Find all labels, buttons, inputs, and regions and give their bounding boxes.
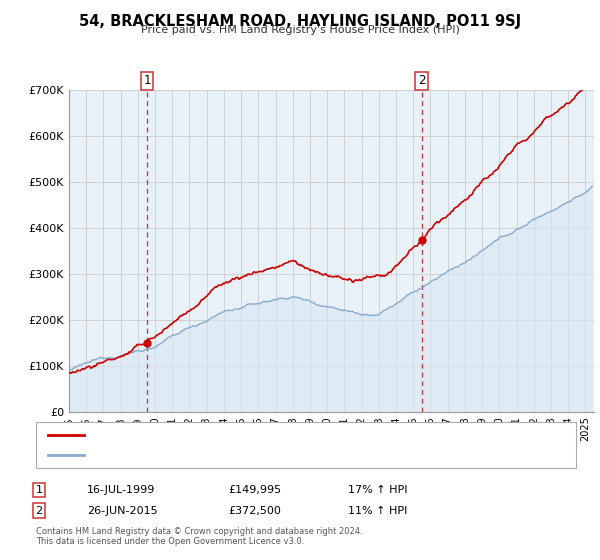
Text: £149,995: £149,995 (228, 485, 281, 495)
Text: Price paid vs. HM Land Registry's House Price Index (HPI): Price paid vs. HM Land Registry's House … (140, 25, 460, 35)
Text: 16-JUL-1999: 16-JUL-1999 (87, 485, 155, 495)
Text: Contains HM Land Registry data © Crown copyright and database right 2024.: Contains HM Land Registry data © Crown c… (36, 528, 362, 536)
Text: 54, BRACKLESHAM ROAD, HAYLING ISLAND, PO11 9SJ: 54, BRACKLESHAM ROAD, HAYLING ISLAND, PO… (79, 14, 521, 29)
Text: HPI: Average price, detached house, Havant: HPI: Average price, detached house, Hava… (93, 450, 323, 460)
Text: 54, BRACKLESHAM ROAD, HAYLING ISLAND, PO11 9SJ (detached house): 54, BRACKLESHAM ROAD, HAYLING ISLAND, PO… (93, 430, 466, 440)
Text: 26-JUN-2015: 26-JUN-2015 (87, 506, 158, 516)
Text: 1: 1 (143, 74, 151, 87)
Text: 2: 2 (418, 74, 425, 87)
Text: 11% ↑ HPI: 11% ↑ HPI (348, 506, 407, 516)
Text: 17% ↑ HPI: 17% ↑ HPI (348, 485, 407, 495)
Text: This data is licensed under the Open Government Licence v3.0.: This data is licensed under the Open Gov… (36, 537, 304, 546)
Text: £372,500: £372,500 (228, 506, 281, 516)
Text: 2: 2 (35, 506, 43, 516)
Text: 1: 1 (35, 485, 43, 495)
